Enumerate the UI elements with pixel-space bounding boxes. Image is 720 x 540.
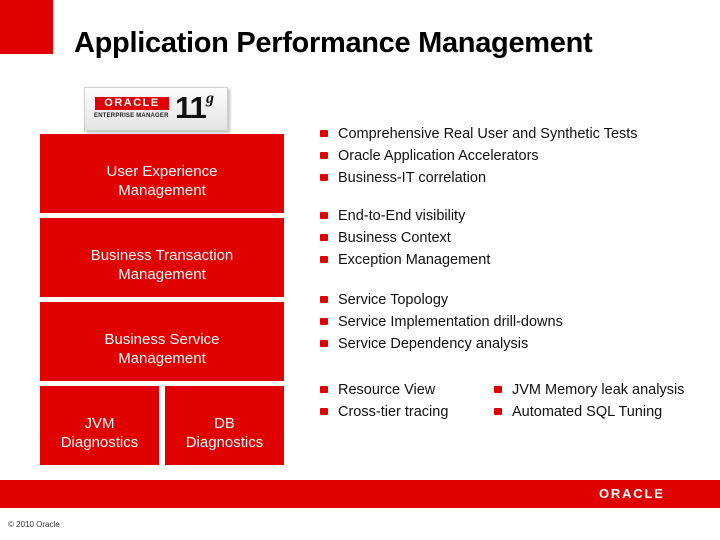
bullets-business-transaction: End-to-End visibility Business Context E… bbox=[318, 205, 490, 271]
block-user-experience: User Experience Management bbox=[40, 134, 284, 213]
logo-product: ENTERPRISE MANAGER bbox=[94, 113, 169, 119]
slide-title: Application Performance Management bbox=[74, 27, 593, 59]
block-label: DB bbox=[214, 414, 235, 432]
bullet-icon bbox=[320, 256, 328, 263]
block-label: JVM bbox=[84, 414, 115, 432]
logo-version-suffix: g bbox=[206, 90, 214, 107]
footer-band bbox=[0, 480, 720, 508]
list-item: Business Context bbox=[318, 227, 490, 249]
list-item: Service Dependency analysis bbox=[318, 333, 563, 355]
logo-version: 11 bbox=[175, 90, 207, 125]
bullet-icon bbox=[320, 152, 328, 159]
bullets-business-service: Service Topology Service Implementation … bbox=[318, 289, 563, 355]
bullet-icon bbox=[320, 340, 328, 347]
block-label: Diagnostics bbox=[185, 433, 264, 451]
list-item: Cross-tier tracing bbox=[318, 401, 448, 423]
list-item: JVM Memory leak analysis bbox=[492, 379, 684, 401]
list-item: Service Topology bbox=[318, 289, 563, 311]
block-label: Management bbox=[118, 265, 206, 283]
footer-oracle-logo: ORACLE bbox=[599, 486, 665, 501]
bullet-icon bbox=[320, 212, 328, 219]
bullets-user-experience: Comprehensive Real User and Synthetic Te… bbox=[318, 123, 638, 189]
block-business-service: Business Service Management bbox=[40, 302, 284, 381]
bullet-icon bbox=[320, 318, 328, 325]
list-item: Exception Management bbox=[318, 249, 490, 271]
bullets-diagnostics-left: Resource View Cross-tier tracing bbox=[318, 379, 448, 423]
block-label: Management bbox=[118, 181, 206, 199]
list-item: Service Implementation drill-downs bbox=[318, 311, 563, 333]
list-item: Business-IT correlation bbox=[318, 167, 638, 189]
bullet-icon bbox=[320, 234, 328, 241]
list-item: Oracle Application Accelerators bbox=[318, 145, 638, 167]
logo-brand: ORACLE bbox=[95, 97, 169, 110]
bullet-icon bbox=[320, 386, 328, 393]
bullet-icon bbox=[320, 130, 328, 137]
block-label: Business Transaction bbox=[90, 246, 234, 264]
block-db-diagnostics: DB Diagnostics bbox=[165, 386, 284, 465]
list-item: Automated SQL Tuning bbox=[492, 401, 684, 423]
list-item: Comprehensive Real User and Synthetic Te… bbox=[318, 123, 638, 145]
block-business-transaction: Business Transaction Management bbox=[40, 218, 284, 297]
bullets-diagnostics-right: JVM Memory leak analysis Automated SQL T… bbox=[492, 379, 684, 423]
block-label: Diagnostics bbox=[60, 433, 139, 451]
block-label: Management bbox=[118, 349, 206, 367]
block-jvm-diagnostics: JVM Diagnostics bbox=[40, 386, 159, 465]
bullet-icon bbox=[320, 408, 328, 415]
block-label: User Experience bbox=[106, 162, 218, 180]
bullet-icon bbox=[494, 386, 502, 393]
oracle-em-11g-logo: ORACLE ENTERPRISE MANAGER 11 g bbox=[84, 87, 228, 131]
list-item: End-to-End visibility bbox=[318, 205, 490, 227]
bullet-icon bbox=[494, 408, 502, 415]
bullet-icon bbox=[320, 296, 328, 303]
copyright-notice: © 2010 Oracle bbox=[8, 520, 60, 529]
block-label: Business Service bbox=[104, 330, 220, 348]
list-item: Resource View bbox=[318, 379, 448, 401]
bullet-icon bbox=[320, 174, 328, 181]
corner-accent bbox=[0, 0, 53, 54]
